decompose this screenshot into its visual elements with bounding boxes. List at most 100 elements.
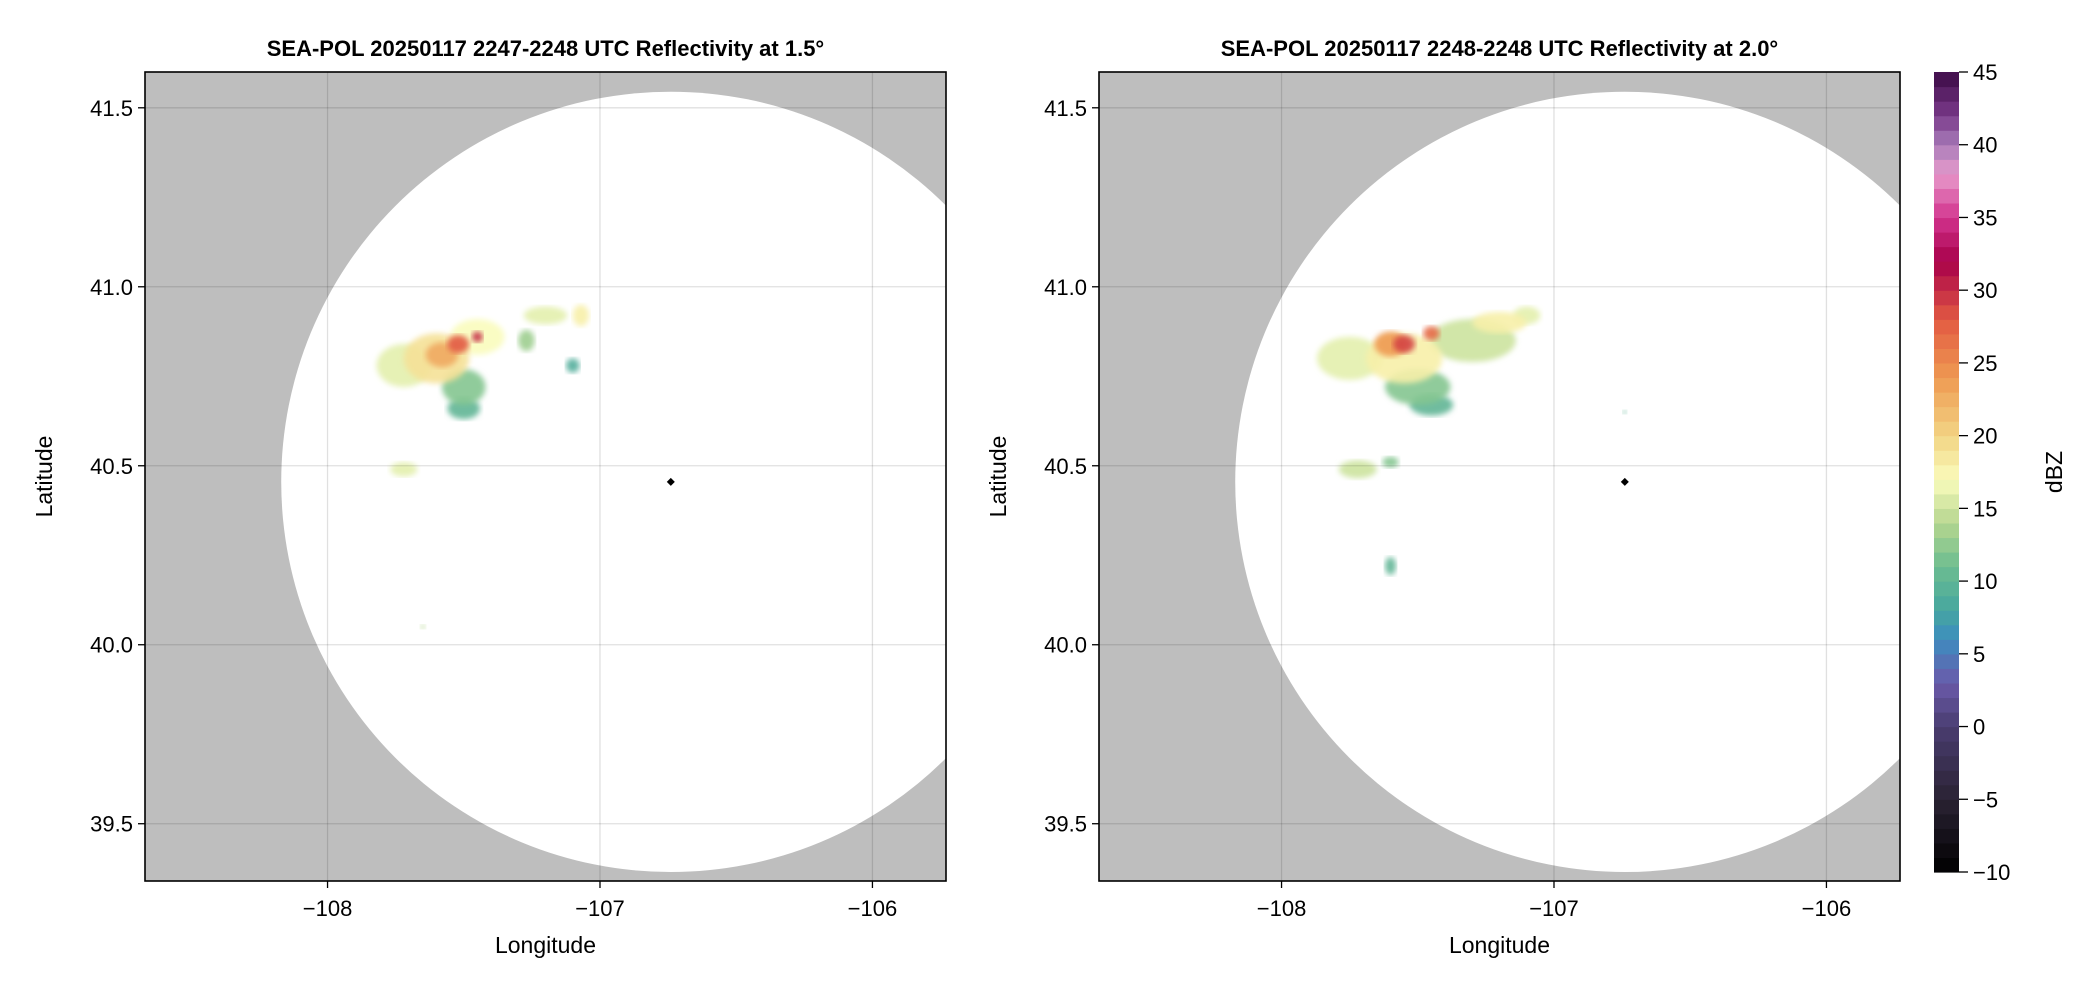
echo-cell (565, 358, 580, 373)
colorbar-bin (1934, 115, 1959, 131)
radar-range-circle (281, 91, 946, 872)
colorbar-bin (1934, 799, 1959, 815)
echo-cell (390, 462, 418, 477)
x-tick-label: −106 (848, 896, 898, 921)
colorbar-bin (1934, 348, 1959, 364)
x-tick-label: −108 (1257, 896, 1307, 921)
colorbar-bin (1934, 86, 1959, 102)
colorbar-tick-label: 40 (1973, 133, 1997, 158)
echo-cell (1385, 557, 1396, 575)
colorbar-bin (1934, 319, 1959, 335)
colorbar-tick-label: 30 (1973, 278, 1997, 303)
echo-cell (471, 331, 483, 343)
colorbar-bin (1934, 784, 1959, 800)
colorbar-bin (1934, 290, 1959, 306)
colorbar-bin (1934, 522, 1959, 539)
x-tick-label: −108 (303, 896, 353, 921)
colorbar-tick-label: 35 (1973, 205, 1997, 230)
colorbar-bin (1934, 857, 1959, 873)
plot-area (1099, 72, 1900, 881)
colorbar-bin (1934, 464, 1959, 480)
y-tick-label: 39.5 (90, 812, 133, 837)
colorbar-bin (1934, 261, 1959, 277)
echo-cell (1622, 410, 1627, 415)
echo-cell (523, 306, 568, 325)
colorbar-bin (1934, 362, 1959, 379)
chart-title: SEA-POL 20250117 2247-2248 UTC Reflectiv… (267, 36, 824, 61)
colorbar-bin (1934, 188, 1959, 204)
x-tick-label: −107 (575, 896, 625, 921)
echo-cell (518, 329, 535, 352)
colorbar-bin (1934, 537, 1959, 553)
x-axis-label: Longitude (1449, 932, 1550, 958)
colorbar-tick-label: −5 (1973, 787, 1998, 812)
colorbar-tick-label: −10 (1973, 860, 2010, 885)
radar-range-circle (1235, 91, 1900, 872)
echo-cell (420, 624, 426, 629)
echo-cell (572, 304, 590, 327)
plot-area (145, 72, 946, 881)
colorbar-bin (1934, 755, 1959, 771)
colorbar-bin (1934, 552, 1959, 568)
y-axis-label: Latitude (31, 436, 57, 518)
panel-2: −108 −107 −106 39.5 40.0 40.5 41.0 41.5 SEA-POL … (985, 36, 1901, 958)
colorbar-bin (1934, 770, 1959, 786)
colorbar-bin (1934, 173, 1959, 189)
colorbar-bin (1934, 159, 1959, 175)
colorbar-bin (1934, 217, 1959, 233)
echo-cell (1382, 456, 1399, 468)
chart-title: SEA-POL 20250117 2248-2248 UTC Reflectiv… (1221, 36, 1778, 61)
colorbar-bin (1934, 435, 1959, 451)
x-axis-label: Longitude (495, 932, 596, 958)
echo-cell (447, 335, 470, 354)
y-tick-label: 41.0 (90, 275, 133, 300)
colorbar-bin (1934, 479, 1959, 495)
colorbar-bin (1934, 653, 1959, 669)
colorbar-bin (1934, 72, 1959, 88)
echo-cell (1338, 460, 1377, 479)
echo-cell (1423, 326, 1440, 341)
x-tick-label: −107 (1529, 896, 1579, 921)
colorbar-label: dBZ (2041, 451, 2067, 493)
colorbar-bin (1934, 697, 1959, 713)
colorbar-bin (1934, 712, 1959, 728)
colorbar-bin (1934, 493, 1959, 509)
colorbar-bin (1934, 406, 1959, 422)
colorbar-bin (1934, 304, 1959, 320)
radar-site-marker (1620, 477, 1629, 486)
colorbar-bin (1934, 392, 1959, 408)
y-tick-label: 41.5 (1044, 96, 1087, 121)
y-tick-label: 40.0 (1044, 633, 1087, 658)
colorbar-bin (1934, 741, 1959, 757)
y-tick-label: 41.5 (90, 96, 133, 121)
colorbar-tick-label: 0 (1973, 715, 1985, 740)
colorbar-tick-label: 45 (1973, 60, 1997, 85)
colorbar-bin (1934, 275, 1959, 291)
y-tick-label: 40.5 (90, 454, 133, 479)
colorbar-tick-label: 15 (1973, 496, 1997, 521)
colorbar-bin (1934, 610, 1959, 626)
colorbar-bin (1934, 202, 1959, 219)
colorbar-bin (1934, 450, 1959, 466)
colorbar-bin (1934, 842, 1959, 859)
colorbar-bin (1934, 377, 1959, 393)
colorbar-bin (1934, 813, 1959, 829)
y-tick-label: 40.0 (90, 633, 133, 658)
y-tick-label: 39.5 (1044, 812, 1087, 837)
colorbar-bin (1934, 726, 1959, 742)
colorbar-bin (1934, 101, 1959, 117)
panel-1: −108 −107 −106 39.5 40.0 40.5 41.0 41.5 SEA-POL … (31, 36, 947, 958)
echo-cell (1393, 335, 1416, 354)
colorbar-bin (1934, 595, 1959, 611)
colorbar-tick-label: 5 (1973, 642, 1985, 667)
colorbar-bin (1934, 246, 1959, 262)
axes-frame (1098, 71, 1901, 882)
echo-cell (1472, 311, 1527, 334)
y-tick-label: 40.5 (1044, 454, 1087, 479)
colorbar-bin (1934, 232, 1959, 248)
colorbar-bin (1934, 682, 1959, 699)
x-tick-label: −106 (1802, 896, 1852, 921)
colorbar-bin (1934, 144, 1959, 160)
colorbar-bin (1934, 581, 1959, 597)
